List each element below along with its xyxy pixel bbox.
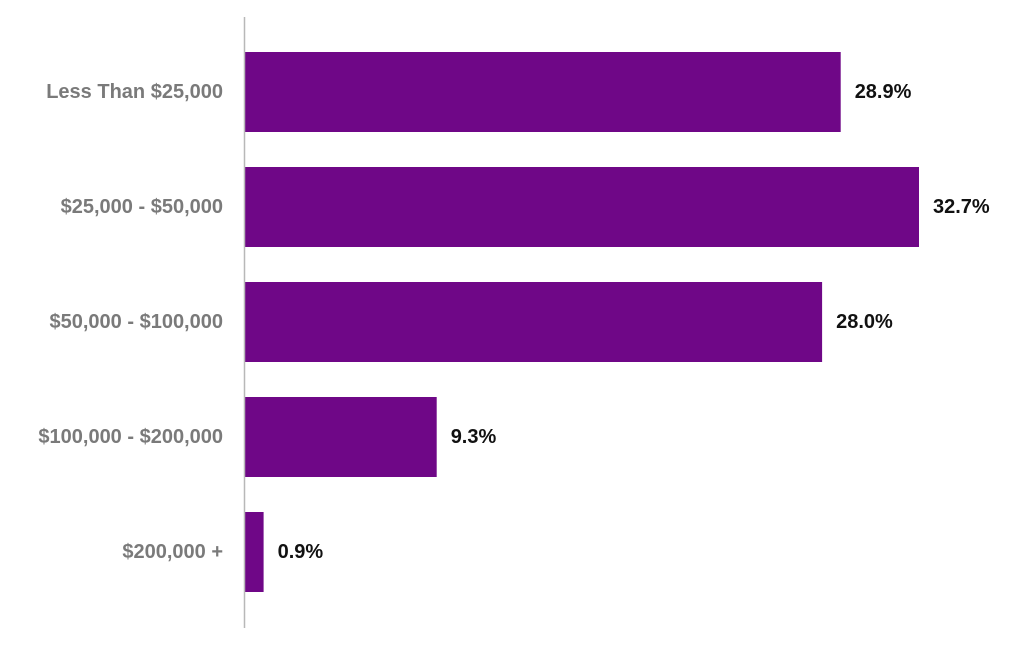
bar-4 (245, 512, 264, 592)
labels-group: Less Than $25,000 28.9% $25,000 - $50,000 3… (38, 81, 990, 563)
category-label-2: $50,000 - $100,000 (50, 311, 224, 333)
value-label-0: 28.9% (855, 81, 912, 103)
category-label-3: $100,000 - $200,000 (38, 426, 223, 448)
bars-group (245, 52, 919, 592)
value-label-2: 28.0% (836, 311, 893, 333)
value-label-3: 9.3% (451, 426, 497, 448)
category-label-0: Less Than $25,000 (46, 81, 223, 103)
category-label-4: $200,000 + (122, 541, 223, 563)
bar-0 (245, 52, 841, 132)
bar-2 (245, 282, 823, 362)
value-label-4: 0.9% (278, 541, 324, 563)
value-label-1: 32.7% (933, 196, 990, 218)
bar-1 (245, 167, 919, 247)
category-label-1: $25,000 - $50,000 (61, 196, 223, 218)
bar-3 (245, 397, 437, 477)
